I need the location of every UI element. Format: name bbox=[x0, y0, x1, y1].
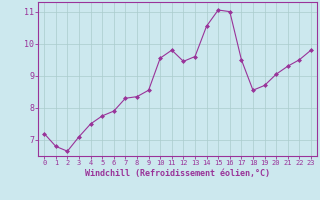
X-axis label: Windchill (Refroidissement éolien,°C): Windchill (Refroidissement éolien,°C) bbox=[85, 169, 270, 178]
